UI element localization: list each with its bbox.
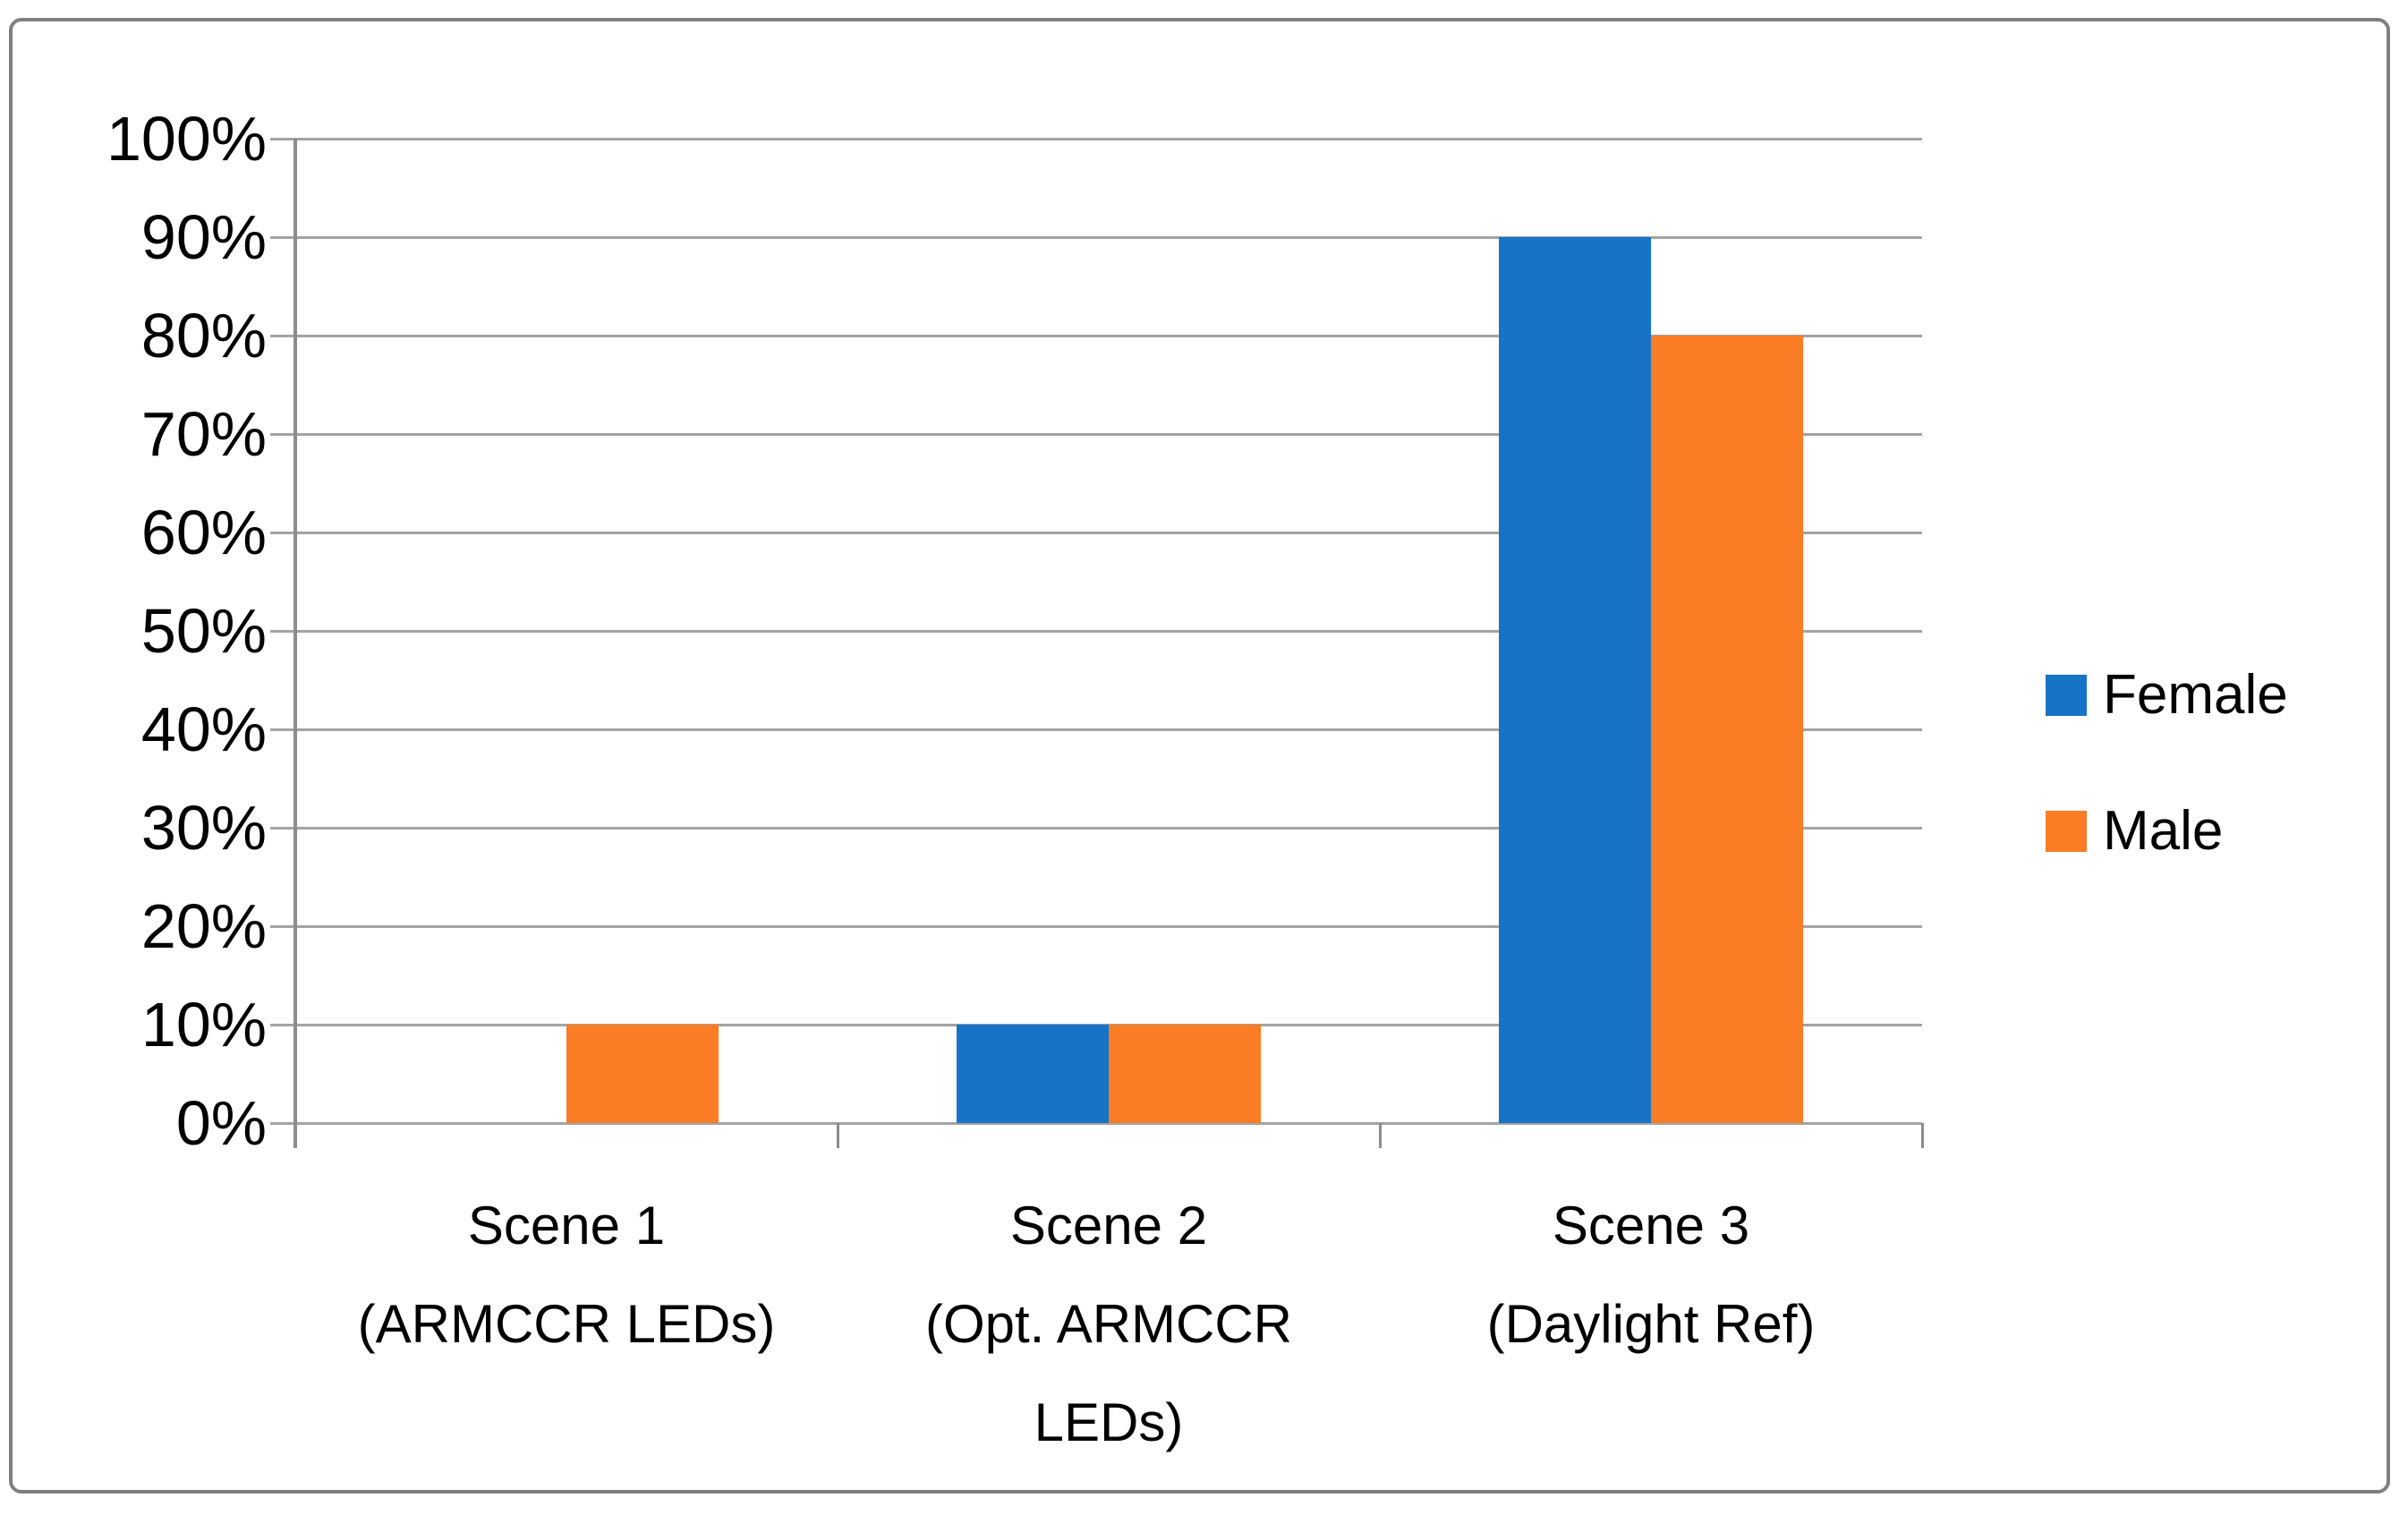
legend-label: Male xyxy=(2103,800,2224,862)
bar-male-2 xyxy=(1109,1025,1261,1123)
y-axis-tick-label: 30% xyxy=(140,793,267,863)
legend-swatch-female xyxy=(2046,675,2087,716)
y-axis-tick-label: 10% xyxy=(140,990,267,1060)
x-axis-category-label: Scene 1 xyxy=(467,1196,666,1255)
legend-item-male: Male xyxy=(2046,800,2223,863)
legend-label: Female xyxy=(2103,664,2288,726)
bar-female-2 xyxy=(957,1025,1109,1123)
x-axis-category-label: Scene 3 xyxy=(1552,1196,1750,1255)
gridline xyxy=(270,925,1922,928)
x-axis-tick xyxy=(837,1123,839,1148)
gridline xyxy=(270,335,1922,337)
gridline xyxy=(270,433,1922,436)
chart-frame xyxy=(9,18,2390,1494)
bar-male-1 xyxy=(566,1025,719,1123)
gridline xyxy=(270,728,1922,731)
x-axis-tick xyxy=(1379,1123,1382,1148)
bar-female-3 xyxy=(1499,237,1651,1123)
y-axis-tick-label: 80% xyxy=(140,301,267,370)
y-axis-tick-label: 60% xyxy=(140,498,267,567)
gridline xyxy=(270,236,1922,239)
y-axis-line xyxy=(294,139,297,1148)
bar-male-3 xyxy=(1651,336,1803,1123)
y-axis-tick-label: 20% xyxy=(140,891,267,961)
x-axis-category-label: (Daylight Ref) xyxy=(1486,1294,1816,1354)
legend-swatch-male xyxy=(2046,811,2087,852)
gridline xyxy=(270,532,1922,534)
x-axis-category-label: LEDs) xyxy=(1034,1392,1184,1452)
x-axis-category-label: Scene 2 xyxy=(1009,1196,1208,1255)
x-axis-tick xyxy=(294,1123,297,1148)
y-axis-tick-label: 40% xyxy=(140,694,267,764)
x-axis-category-label: (Opt. ARMCCR xyxy=(924,1294,1293,1354)
gridline xyxy=(270,827,1922,830)
gridline xyxy=(270,138,1922,140)
y-axis-tick-label: 70% xyxy=(140,399,267,469)
y-axis-tick-label: 100% xyxy=(106,104,267,174)
y-axis-tick-label: 0% xyxy=(175,1088,267,1158)
gridline xyxy=(270,630,1922,633)
x-axis-tick xyxy=(1921,1123,1924,1148)
y-axis-tick-label: 50% xyxy=(140,596,267,666)
y-axis-tick-label: 90% xyxy=(140,202,267,272)
x-axis-category-label: (ARMCCR LEDs) xyxy=(357,1294,776,1354)
legend-item-female: Female xyxy=(2046,664,2288,727)
gridline xyxy=(270,1122,1922,1125)
